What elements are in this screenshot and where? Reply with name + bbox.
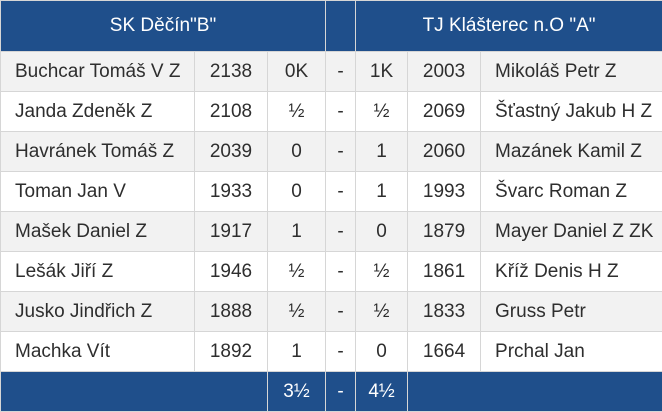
away-player-rating: 1861 bbox=[408, 252, 481, 292]
away-player-rating: 2069 bbox=[408, 92, 481, 132]
away-player-rating: 1664 bbox=[408, 332, 481, 372]
header-row: SK Děčín"B" TJ Klášterec n.O "A" bbox=[1, 1, 662, 52]
away-player-result: ½ bbox=[356, 292, 408, 332]
home-player-result: 1 bbox=[268, 212, 326, 252]
home-player-name: Lešák Jiří Z bbox=[1, 252, 195, 292]
home-player-result: 1 bbox=[268, 332, 326, 372]
totals-row: 3½ - 4½ bbox=[1, 372, 662, 412]
home-player-rating: 1888 bbox=[195, 292, 268, 332]
home-player-name: Buchcar Tomáš V Z bbox=[1, 52, 195, 92]
away-player-name: Mayer Daniel Z ZK bbox=[481, 212, 662, 252]
home-player-rating: 2138 bbox=[195, 52, 268, 92]
away-total-score: 4½ bbox=[356, 372, 408, 412]
away-player-result: 1 bbox=[356, 172, 408, 212]
home-total-score: 3½ bbox=[268, 372, 326, 412]
away-player-name: Šťastný Jakub H Z bbox=[481, 92, 662, 132]
away-player-result: 0 bbox=[356, 212, 408, 252]
away-player-name: Švarc Roman Z bbox=[481, 172, 662, 212]
home-player-result: 0 bbox=[268, 172, 326, 212]
away-player-name: Kříž Denis H Z bbox=[481, 252, 662, 292]
totals-spacer-right bbox=[408, 372, 662, 412]
home-player-rating: 1917 bbox=[195, 212, 268, 252]
away-player-name: Gruss Petr bbox=[481, 292, 662, 332]
result-separator: - bbox=[326, 292, 356, 332]
home-player-result: ½ bbox=[268, 292, 326, 332]
home-player-result: ½ bbox=[268, 252, 326, 292]
home-player-result: 0K bbox=[268, 52, 326, 92]
result-separator: - bbox=[326, 172, 356, 212]
away-player-rating: 1993 bbox=[408, 172, 481, 212]
home-player-name: Havránek Tomáš Z bbox=[1, 132, 195, 172]
totals-spacer-left bbox=[1, 372, 268, 412]
away-player-name: Prchal Jan bbox=[481, 332, 662, 372]
away-player-result: ½ bbox=[356, 92, 408, 132]
away-player-result: 0 bbox=[356, 332, 408, 372]
home-player-result: ½ bbox=[268, 92, 326, 132]
home-player-name: Machka Vít bbox=[1, 332, 195, 372]
home-player-name: Toman Jan V bbox=[1, 172, 195, 212]
home-player-rating: 2108 bbox=[195, 92, 268, 132]
away-player-rating: 2003 bbox=[408, 52, 481, 92]
away-player-rating: 2060 bbox=[408, 132, 481, 172]
result-separator: - bbox=[326, 212, 356, 252]
away-player-result: 1K bbox=[356, 52, 408, 92]
result-separator: - bbox=[326, 52, 356, 92]
home-player-name: Jusko Jindřich Z bbox=[1, 292, 195, 332]
away-player-name: Mikoláš Petr Z bbox=[481, 52, 662, 92]
result-separator: - bbox=[326, 332, 356, 372]
home-player-name: Mašek Daniel Z bbox=[1, 212, 195, 252]
away-player-name: Mazánek Kamil Z bbox=[481, 132, 662, 172]
home-player-rating: 2039 bbox=[195, 132, 268, 172]
totals-separator: - bbox=[326, 372, 356, 412]
away-team-name: TJ Klášterec n.O "A" bbox=[356, 1, 662, 52]
header-spacer bbox=[326, 1, 356, 52]
home-player-rating: 1946 bbox=[195, 252, 268, 292]
home-player-rating: 1892 bbox=[195, 332, 268, 372]
away-player-rating: 1879 bbox=[408, 212, 481, 252]
result-separator: - bbox=[326, 132, 356, 172]
away-player-result: 1 bbox=[356, 132, 408, 172]
home-player-rating: 1933 bbox=[195, 172, 268, 212]
home-team-name: SK Děčín"B" bbox=[1, 1, 326, 52]
home-player-name: Janda Zdeněk Z bbox=[1, 92, 195, 132]
home-player-result: 0 bbox=[268, 132, 326, 172]
result-separator: - bbox=[326, 252, 356, 292]
away-player-result: ½ bbox=[356, 252, 408, 292]
result-separator: - bbox=[326, 92, 356, 132]
away-player-rating: 1833 bbox=[408, 292, 481, 332]
